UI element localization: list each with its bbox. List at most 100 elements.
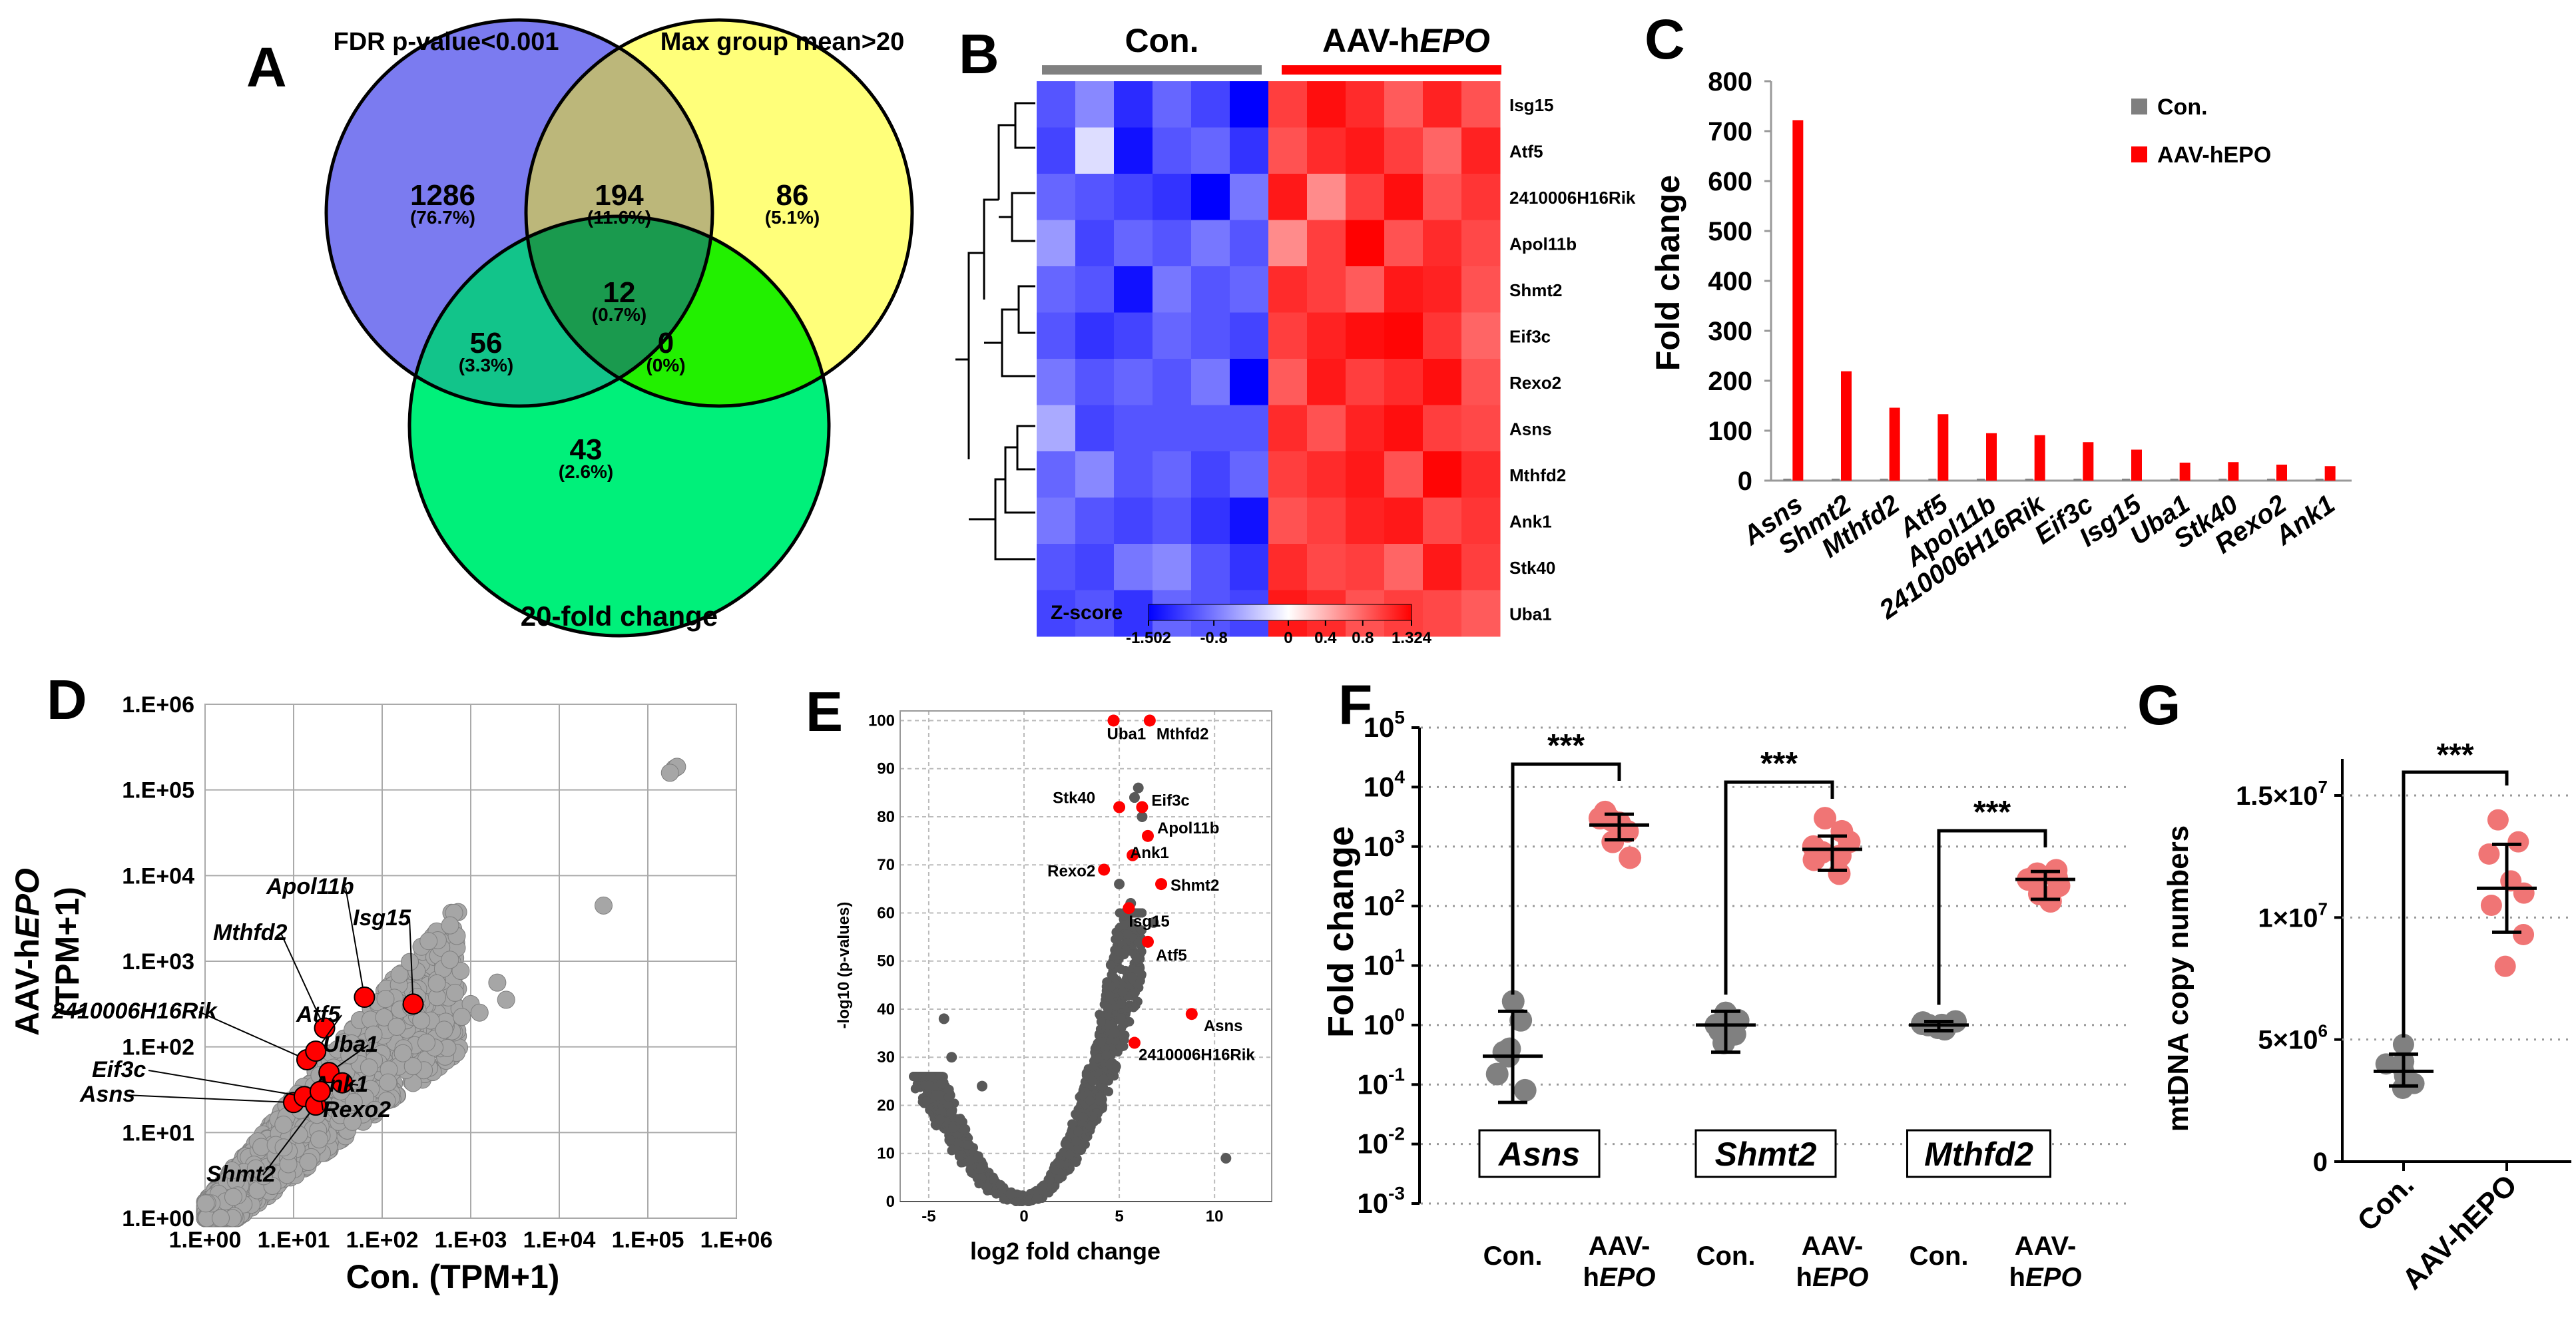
bar-con [2073, 479, 2082, 481]
heatmap-cell [1191, 359, 1230, 405]
volcano-ylabel: -log10 (p-values) [835, 902, 853, 1029]
scatter-d-point [344, 1092, 363, 1111]
bar-aav [2228, 462, 2239, 481]
bar-chart-ytick-label: 800 [1708, 67, 1752, 97]
bar-con [1928, 479, 1937, 481]
scatter-d-point [451, 962, 470, 981]
heatmap-cell [1461, 544, 1501, 590]
heatmap-cell [1307, 266, 1346, 313]
volcano-highlight-label: Uba1 [1107, 725, 1146, 743]
scatter-d-highlight-point [354, 987, 376, 1008]
volcano-highlight-label: 2410006H16Rik [1139, 1046, 1255, 1064]
volcano-highlight-label: Stk40 [1053, 789, 1095, 807]
dot-f-xlabel-aav-top: AAV- [2015, 1231, 2077, 1261]
scatter-d-xlabel: Con. (TPM+1) [346, 1258, 560, 1295]
scatter-d-highlight-point [309, 1080, 331, 1102]
scatter-d-point [445, 983, 464, 1002]
heatmap-cell [1153, 312, 1192, 359]
volcano-highlight-point [1142, 935, 1154, 948]
heatmap-cell [1153, 497, 1192, 545]
heatmap-bar-con [1042, 65, 1262, 75]
heatmap-cell [1461, 312, 1501, 359]
dot-f-sig-bracket [1511, 762, 1621, 995]
heatmap-cell [1114, 266, 1153, 313]
heatmap-cell [1230, 81, 1269, 128]
heatmap-cell [1384, 544, 1423, 590]
heatmap-cell [1114, 544, 1153, 590]
volcano-highlight-label: Ank1 [1130, 844, 1169, 862]
volcano-point [977, 1080, 988, 1092]
volcano-point [1116, 999, 1126, 1009]
bar-aav [1986, 433, 1997, 481]
panel-d: D 1.E+001.E+001.E+011.E+011.E+021.E+021.… [9, 668, 772, 1295]
bar-aav [2131, 449, 2142, 481]
heatmap-cell [1346, 359, 1385, 405]
heatmap-cell [1153, 405, 1192, 452]
scatter-d-xtick-label: 1.E+04 [523, 1227, 596, 1253]
scatter-d-highlight-label: Asns [79, 1082, 135, 1107]
volcano-point [923, 1080, 934, 1092]
volcano-point [936, 1079, 946, 1089]
dot-f-xlabel-con: Con. [1696, 1241, 1756, 1271]
volcano-ytick-label: 40 [877, 1000, 895, 1018]
dot-f-sig-label: *** [1973, 795, 2011, 830]
venn-count-max-only: 86 [776, 179, 809, 212]
dot-f-xlabel-aav-top: AAV- [1802, 1231, 1864, 1261]
scatter-d-point [196, 1194, 215, 1213]
heatmap-gene-label: Uba1 [1509, 604, 1552, 624]
volcano-point [959, 1124, 971, 1135]
dot-f-tick-label: 10-1 [1357, 1064, 1405, 1100]
volcano-highlight-point [1143, 714, 1156, 727]
heatmap-cell [1268, 174, 1308, 220]
heatmap-group-aav: AAV-hEPO [1322, 22, 1490, 59]
volcano-point [938, 1013, 949, 1024]
heatmap-gene-label: Stk40 [1509, 558, 1555, 578]
heatmap-gene-labels: Isg15 Atf5 2410006H16Rik Apol11b Shmt2 Eif3c R… [1509, 95, 1636, 624]
panel-a: A FDR p-value<0.001 Max group mean>20 20… [246, 18, 914, 638]
scatter-d-leader [345, 887, 366, 998]
scatter-d-point [364, 1025, 383, 1044]
scatter-d-point [340, 1046, 359, 1064]
bar-con [2218, 479, 2227, 481]
volcano-highlight-label: Eif3c [1151, 792, 1189, 810]
volcano-point [1129, 792, 1140, 803]
legend-swatch-aav [2131, 146, 2147, 162]
heatmap-cell [1191, 451, 1230, 498]
heatmap-cell [1037, 451, 1076, 498]
heatmap-cell [1346, 451, 1385, 498]
venn-pct-fold-only: (2.6%) [559, 461, 613, 482]
heatmap-cell [1075, 81, 1115, 128]
volcano-point [1113, 947, 1123, 957]
heatmap-cell [1191, 544, 1230, 590]
scatter-d-point [419, 932, 438, 951]
volcano-point [1137, 947, 1147, 957]
heatmap-cells [1037, 81, 1501, 637]
heatmap-cell [1423, 127, 1462, 174]
dot-f-tick-label: 10-2 [1357, 1124, 1405, 1160]
heatmap-cell [1075, 405, 1115, 452]
heatmap-cell [1461, 359, 1501, 405]
bar-con [2315, 479, 2324, 481]
volcano-point [991, 1189, 1001, 1199]
bar-chart-ytick-label: 500 [1708, 217, 1752, 246]
volcano-highlight-label: Asns [1204, 1017, 1243, 1035]
volcano-point [1099, 1074, 1109, 1084]
heatmap-cell [1037, 359, 1076, 405]
heatmap-cell [1423, 451, 1462, 498]
volcano-ytick-label: 50 [877, 953, 895, 971]
volcano-ytick-label: 60 [877, 904, 895, 922]
volcano-point [955, 1150, 965, 1160]
dot-f-point-con [1485, 1062, 1509, 1086]
volcano-point [1087, 1076, 1097, 1086]
dot-f-point-aav [2039, 890, 2062, 913]
volcano-point [1133, 782, 1144, 793]
venn-label-fold: 20-fold change [521, 600, 718, 632]
volcano-ytick-label: 80 [877, 808, 895, 826]
heatmap-cell [1384, 405, 1423, 452]
dot-f-point-aav [1830, 819, 1854, 843]
volcano-point [1071, 1158, 1081, 1168]
dot-f-tick-label: 105 [1364, 707, 1405, 743]
heatmap-cell [1037, 497, 1076, 545]
volcano-point [1005, 1190, 1015, 1200]
volcano-ytick-label: 10 [877, 1145, 895, 1163]
